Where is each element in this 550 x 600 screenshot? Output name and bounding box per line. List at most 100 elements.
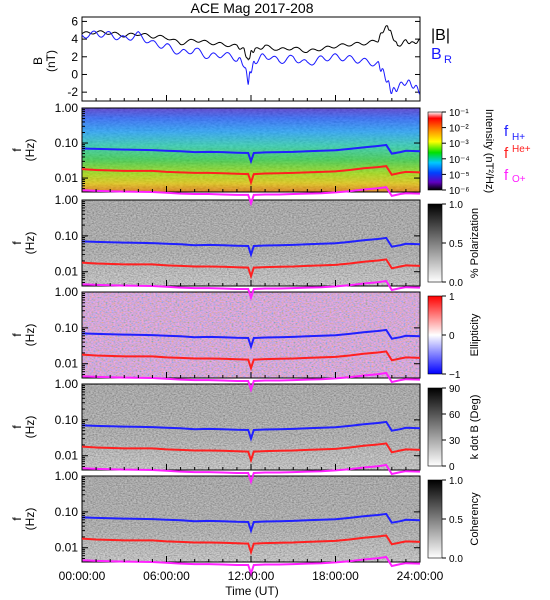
spectrogram-panels: Intensity (nT²/Hz) % Polarization Ellipt… — [10, 101, 495, 577]
freq-tick-label: 1.00 — [55, 285, 79, 299]
f-h-line — [81, 512, 421, 534]
colorbar-tick-label: 90 — [449, 384, 461, 395]
colorbar-tick-label: 10⁻² — [449, 124, 469, 135]
f-o-line — [81, 279, 421, 301]
colorbar-tick-label: 0.5 — [449, 515, 463, 526]
b-y-tick-label: 6 — [71, 14, 78, 28]
f-he-line — [81, 442, 421, 464]
colorbar-tick-label: 1.0 — [449, 200, 463, 211]
spec-ylabel: f — [10, 517, 24, 521]
b-yunit: (nT) — [44, 50, 58, 72]
f-o-line — [81, 186, 421, 207]
spec-ylabel: f — [10, 333, 24, 337]
colorbar-tick-label: −1 — [449, 370, 461, 381]
legend-br: B — [431, 46, 442, 63]
intensity-cb-label: Intensity (nT²/Hz) — [483, 109, 495, 193]
chart-title: ACE Mag 2017-208 — [191, 0, 314, 16]
polarization-cb-label: % Polarization — [469, 208, 481, 278]
colorbar-tick-label: 10⁻³ — [449, 139, 469, 150]
f-h-line — [81, 328, 421, 350]
legend-fo: f — [504, 167, 509, 184]
freq-tick-label: 0.01 — [55, 449, 79, 463]
f-h-line — [81, 143, 421, 165]
colorbar-tick-label: 10⁻⁵ — [449, 170, 470, 181]
ellipticity-cb-label: Ellipticity — [469, 313, 481, 356]
spec-yunit: (Hz) — [23, 139, 37, 162]
spec-yunit: (Hz) — [23, 232, 37, 255]
spectrogram-axes-and-lines: 1.000.100.01f (Hz)10⁻¹10⁻²10⁻³10⁻⁴10⁻⁵10⁻… — [10, 101, 470, 577]
b-y-tick-label: 4 — [71, 32, 78, 46]
colorbar-tick-label: 10⁻¹ — [449, 108, 469, 119]
spec-ylabel: f — [10, 241, 24, 245]
f-h-line — [81, 236, 421, 258]
coherency-colorbar — [427, 479, 443, 559]
time-tick-label: 12:00:00 — [228, 569, 275, 583]
spec-yunit: (Hz) — [23, 324, 37, 347]
coherency-panel: Coherency — [81, 475, 481, 563]
colorbar-tick-label: 1.0 — [449, 476, 463, 487]
f-o-line — [81, 463, 421, 485]
kdotb-cb-label: k dot B (Deg) — [469, 395, 481, 460]
br-line — [81, 30, 420, 95]
f-he-line — [81, 350, 421, 372]
colorbar-tick-label: 0 — [449, 462, 455, 473]
spec-ylabel: f — [10, 425, 24, 429]
legend-fhe: f — [504, 145, 509, 162]
freq-tick-label: 0.01 — [55, 357, 79, 371]
colorbar-tick-label: 30 — [449, 436, 461, 447]
b-y-tick-label: 0 — [71, 67, 78, 81]
colorbar-tick-label: 10⁻⁴ — [449, 155, 470, 166]
time-tick-label: 18:00:00 — [312, 569, 359, 583]
freq-tick-label: 1.00 — [55, 377, 79, 391]
legend-fh-sub: H+ — [512, 132, 525, 143]
time-tick-label: 00:00:00 — [59, 569, 106, 583]
b-field-series — [81, 25, 420, 95]
freq-tick-label: 0.10 — [55, 229, 79, 243]
freq-tick-label: 0.01 — [55, 171, 79, 185]
spec-ylabel: f — [10, 148, 24, 152]
legend-br-sub: R — [444, 54, 452, 66]
spec-yunit: (Hz) — [23, 508, 37, 531]
colorbar-tick-label: 0 — [449, 331, 455, 342]
b-y-tick-label: 2 — [71, 50, 78, 64]
freq-tick-label: 0.01 — [55, 265, 79, 279]
freq-tick-label: 0.10 — [55, 505, 79, 519]
time-x-axis: 00:00:00 06:00:00 12:00:00 18:00:00 24:00:00 — [59, 95, 444, 583]
x-axis-label: Time (UT) — [225, 584, 279, 598]
f-he-line — [81, 165, 421, 186]
polarization-colorbar — [427, 203, 443, 283]
gyro-legend: f H+ f He+ f O+ — [504, 123, 531, 185]
colorbar-tick-label: 0.0 — [449, 278, 463, 289]
colorbar-tick-label: 60 — [449, 410, 461, 421]
kdotb-panel: k dot B (Deg) — [81, 383, 481, 471]
colorbar-tick-label: 1 — [449, 292, 455, 303]
intensity-colorbar — [427, 111, 443, 191]
coherency-cb-label: Coherency — [469, 492, 481, 546]
f-h-line — [81, 420, 421, 442]
b-y-tick-label: -2 — [67, 85, 78, 99]
freq-tick-label: 1.00 — [55, 193, 79, 207]
b-ylabel: B — [31, 57, 45, 65]
legend-fhe-sub: He+ — [512, 144, 531, 155]
spec-yunit: (Hz) — [23, 416, 37, 439]
colorbar-tick-label: 0.0 — [449, 554, 463, 565]
bmag-line — [81, 25, 420, 61]
freq-tick-label: 0.01 — [55, 541, 79, 555]
freq-tick-label: 1.00 — [55, 101, 79, 115]
legend-fo-sub: O+ — [512, 174, 526, 185]
ellipticity-colorbar — [427, 295, 443, 375]
intensity-panel: Intensity (nT²/Hz) — [81, 107, 495, 193]
freq-tick-label: 0.10 — [55, 136, 79, 150]
kdotb-colorbar — [427, 387, 443, 467]
f-he-line — [81, 534, 421, 556]
time-tick-label: 24:00:00 — [397, 569, 444, 583]
b-plot-frame — [81, 16, 421, 102]
f-o-line — [81, 555, 421, 577]
b-field-panel: 6 4 2 0 -2 B (nT) |B| B R — [31, 14, 452, 102]
legend-fh: f — [504, 123, 509, 140]
freq-tick-label: 1.00 — [55, 469, 79, 483]
time-tick-label: 06:00:00 — [143, 569, 190, 583]
colorbar-tick-label: 0.5 — [449, 239, 463, 250]
freq-tick-label: 0.10 — [55, 413, 79, 427]
